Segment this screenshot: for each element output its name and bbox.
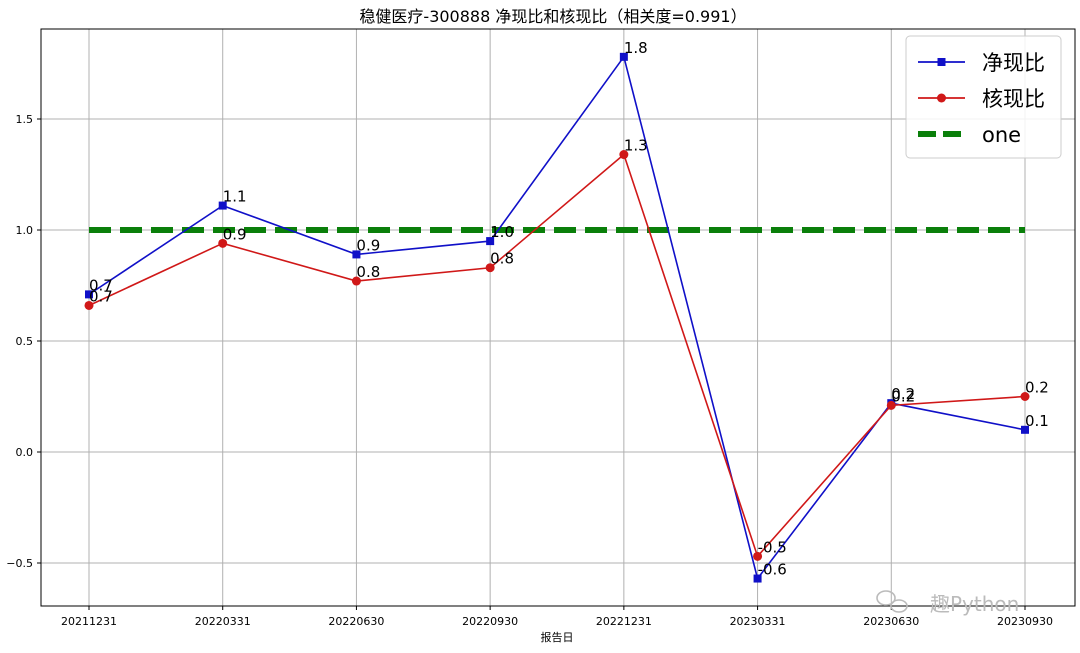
data-label: 1.1 [223,188,247,206]
data-point-square [619,52,628,61]
data-label: 0.7 [89,287,113,305]
data-label: 1.0 [490,223,514,241]
y-tick-label: 0.0 [16,446,34,459]
data-point-square [352,250,361,259]
legend-label: 核现比 [982,87,1045,111]
data-point-circle [886,400,896,410]
plot-frame [40,28,1076,607]
data-labels: 0.7 1.1 0.9 1.0 1.8 -0.6 0.2 0.1 0.7 0.9 0.8 0.8 1.3… [89,39,1049,579]
y-tick-label: 0.5 [16,335,34,348]
data-point-circle [619,150,629,160]
data-point-circle [753,551,763,561]
data-label: 1.8 [624,39,648,57]
x-tick-label: 20211231 [61,615,117,628]
data-point-circle [84,300,94,310]
data-point-circle [485,263,495,273]
legend-box [905,35,1062,159]
ticks: 20211231 20220331 20220630 20220930 20221231… [6,113,1053,628]
watermark-text: 趣Python [930,592,1019,616]
legend-label: 净现比 [982,51,1045,75]
legend-label: one [982,123,1021,147]
y-tick-label: 1.5 [16,113,34,126]
data-label: 0.2 [891,387,915,405]
y-tick-label: −0.5 [6,557,33,570]
data-point-circle [351,276,361,286]
legend-marker-circle [937,93,946,103]
x-tick-label: 20220630 [328,615,384,628]
data-label: 0.2 [1025,379,1049,397]
data-label: 0.7 [89,276,113,294]
wechat-icon [876,590,908,613]
data-point-square [753,574,762,583]
data-label: 0.8 [356,263,380,281]
legend-marker-square [937,58,946,66]
data-label: -0.6 [758,561,787,579]
data-label: 0.9 [223,225,247,243]
series-line-jingxianbi [88,54,1026,581]
x-tick-label: 20230331 [730,615,786,628]
x-axis-label: 报告日 [541,630,574,644]
data-point-square [486,237,495,246]
series-line-hexianbi [88,153,1026,558]
watermark: 趣Python [876,590,1019,616]
data-label: -0.5 [758,538,787,556]
y-tick-label: 1.0 [16,224,34,237]
chart-title: 稳健医疗-300888 净现比和核现比（相关度=0.991） [359,7,746,26]
data-label: 1.3 [624,137,648,155]
data-label: 0.9 [356,236,380,254]
data-point-circle [1020,392,1030,401]
data-point-square [218,201,227,210]
x-tick-label: 20220331 [195,615,251,628]
series-layer [84,52,1030,583]
data-point-square [1021,425,1029,434]
x-tick-label: 20220930 [462,615,518,628]
x-tick-label: 20221231 [596,615,652,628]
data-label: 0.1 [1025,412,1049,430]
data-label: 0.2 [891,385,915,403]
data-point-circle [218,238,228,248]
x-tick-label: 20230630 [863,615,919,628]
x-tick-label: 20230930 [997,615,1053,628]
data-point-square [85,290,93,299]
data-label: 0.8 [490,250,514,268]
